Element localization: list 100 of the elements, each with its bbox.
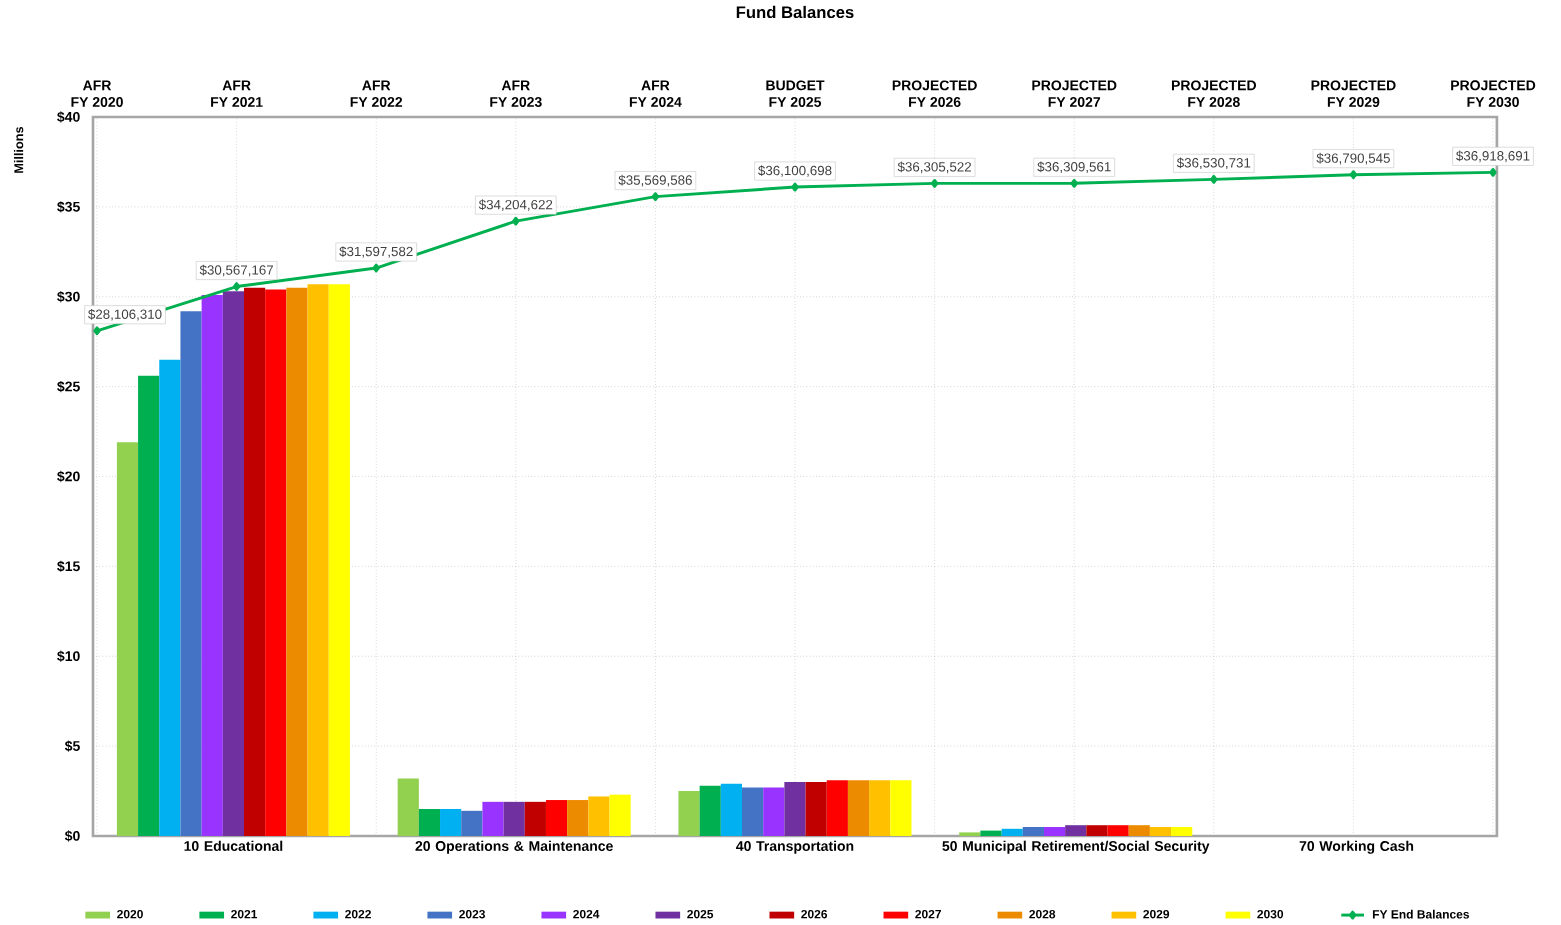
bar bbox=[1171, 827, 1193, 836]
legend-label: 2029 bbox=[1143, 909, 1170, 919]
bar bbox=[1149, 827, 1172, 836]
y-axis-title: Millions bbox=[13, 127, 24, 173]
x-tick-label: AFR FY 2024 bbox=[629, 80, 682, 107]
bar bbox=[286, 287, 308, 836]
x-tick-label: 40 Transportation bbox=[736, 840, 854, 854]
legend-label: 2025 bbox=[687, 909, 714, 919]
y-tick-label: $20 bbox=[57, 470, 80, 483]
bar bbox=[418, 809, 441, 836]
y-tick-label: $40 bbox=[57, 111, 80, 123]
bar bbox=[784, 782, 806, 836]
point bbox=[512, 216, 520, 226]
bar bbox=[763, 787, 785, 836]
x-tick-label: AFR FY 2021 bbox=[211, 80, 263, 107]
data-label: $34,204,622 bbox=[478, 199, 553, 211]
x-tick-label: AFR FY 2023 bbox=[490, 80, 542, 107]
point bbox=[372, 263, 380, 273]
bar bbox=[567, 800, 589, 836]
legend-label: 2027 bbox=[915, 909, 941, 919]
data-label: $36,918,691 bbox=[1456, 150, 1530, 163]
bar bbox=[678, 791, 700, 836]
y-tick-label: $15 bbox=[57, 560, 80, 573]
bar bbox=[980, 830, 1002, 836]
y-tick-label: $30 bbox=[57, 291, 80, 303]
legend-label: FY End Balances bbox=[1372, 909, 1470, 919]
bar bbox=[1107, 825, 1129, 836]
x-tick-label: PROJECTED FY 2029 bbox=[1311, 80, 1396, 107]
point bbox=[651, 192, 660, 202]
legend-label: 2026 bbox=[801, 909, 828, 919]
bar bbox=[1128, 825, 1150, 836]
bar bbox=[720, 783, 742, 836]
data-label: $36,305,522 bbox=[897, 161, 972, 174]
x-tick-label: AFR FY 2020 bbox=[71, 80, 123, 107]
data-label: $36,100,698 bbox=[758, 165, 832, 177]
x-tick-label: PROJECTED FY 2028 bbox=[1171, 80, 1256, 107]
x-tick-label: BUDGET FY 2025 bbox=[766, 80, 825, 107]
y-tick-label: $10 bbox=[57, 650, 80, 662]
legend-label: 2030 bbox=[1257, 909, 1284, 919]
x-tick-label: 70 Working Cash bbox=[1299, 840, 1414, 854]
legend-label: 2024 bbox=[573, 909, 600, 919]
x-tick-label: AFR FY 2022 bbox=[350, 80, 403, 107]
bar bbox=[265, 289, 287, 836]
bar bbox=[201, 294, 223, 836]
bar bbox=[1043, 827, 1066, 836]
bar bbox=[116, 442, 139, 836]
bar bbox=[307, 284, 329, 836]
data-label: $36,790,545 bbox=[1316, 152, 1390, 165]
data-label: $30,567,167 bbox=[199, 264, 273, 277]
bar bbox=[180, 311, 202, 836]
legend-label: 2023 bbox=[459, 909, 486, 919]
y-tick-label: $35 bbox=[57, 201, 80, 213]
bar bbox=[699, 785, 721, 836]
data-label: $36,309,561 bbox=[1037, 161, 1111, 174]
legend-label: 2021 bbox=[231, 909, 258, 919]
x-tick-label: PROJECTED FY 2027 bbox=[1032, 80, 1117, 107]
y-tick-label: $0 bbox=[64, 830, 80, 842]
bar bbox=[826, 780, 848, 836]
bar bbox=[742, 787, 764, 836]
point bbox=[1349, 170, 1358, 180]
bar bbox=[138, 375, 160, 836]
data-label: $35,569,586 bbox=[618, 174, 692, 187]
bar bbox=[524, 801, 546, 836]
bar bbox=[609, 794, 631, 836]
bar bbox=[440, 809, 462, 836]
x-tick-label: PROJECTED FY 2030 bbox=[1451, 80, 1536, 107]
point bbox=[93, 326, 101, 336]
y-tick-label: $25 bbox=[57, 380, 80, 393]
bar bbox=[1022, 827, 1044, 836]
data-label: $31,597,582 bbox=[339, 246, 413, 258]
bar bbox=[805, 782, 827, 836]
bar bbox=[461, 810, 483, 836]
data-label: $28,106,310 bbox=[88, 308, 162, 321]
x-tick-label: 20 Operations & Maintenance bbox=[415, 840, 613, 854]
bar bbox=[890, 780, 912, 836]
x-tick-label: 10 Educational bbox=[184, 840, 283, 851]
legend-label: 2022 bbox=[345, 909, 371, 919]
point bbox=[1070, 178, 1078, 188]
chart-title: Fund Balances bbox=[736, 5, 854, 19]
bar bbox=[959, 832, 981, 836]
bar bbox=[545, 800, 568, 836]
legend-label: 2028 bbox=[1029, 909, 1056, 919]
bar bbox=[1086, 825, 1108, 836]
bar bbox=[1065, 825, 1087, 836]
point bbox=[1210, 174, 1218, 184]
bar bbox=[397, 778, 419, 836]
bar bbox=[328, 284, 350, 836]
bar bbox=[1001, 828, 1023, 836]
bar bbox=[847, 780, 870, 836]
point bbox=[791, 182, 799, 192]
legend-label: 2020 bbox=[117, 909, 143, 919]
bar bbox=[243, 287, 266, 836]
data-label: $36,530,731 bbox=[1176, 157, 1251, 170]
bar bbox=[482, 801, 504, 836]
bar bbox=[159, 359, 181, 836]
bar bbox=[588, 796, 610, 836]
x-tick-label: 50 Municipal Retirement/Social Security bbox=[942, 840, 1210, 854]
bar bbox=[869, 780, 891, 836]
point bbox=[232, 282, 241, 291]
y-tick-label: $5 bbox=[64, 740, 80, 752]
